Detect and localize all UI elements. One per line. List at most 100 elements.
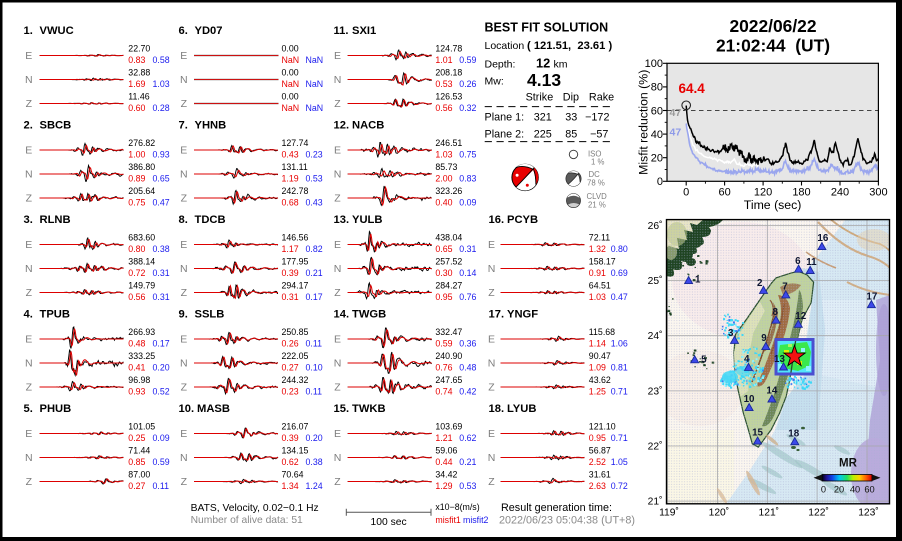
svg-text:0.40: 0.40 [435, 197, 452, 207]
svg-text:0.17: 0.17 [153, 338, 170, 348]
svg-text:294.17: 294.17 [282, 280, 309, 290]
svg-text:0.56: 0.56 [128, 292, 145, 302]
svg-text:0.71: 0.71 [611, 386, 628, 396]
svg-text:0.27: 0.27 [128, 481, 145, 491]
svg-text:1.29: 1.29 [435, 481, 452, 491]
svg-text:0.72: 0.72 [128, 268, 145, 278]
svg-text:20: 20 [834, 485, 844, 495]
svg-text:386.80: 386.80 [128, 162, 155, 172]
svg-text:333.25: 333.25 [128, 351, 155, 361]
svg-text:115.68: 115.68 [589, 327, 615, 337]
svg-text:Z: Z [26, 193, 33, 205]
svg-text:Plane 1:: Plane 1: [485, 111, 525, 123]
svg-text:177.95: 177.95 [282, 256, 309, 266]
svg-text:0.43: 0.43 [282, 149, 299, 159]
svg-text:0.68: 0.68 [282, 197, 299, 207]
svg-text:3.: 3. [24, 214, 33, 226]
svg-text:E: E [180, 239, 187, 251]
svg-text:0.39: 0.39 [282, 268, 299, 278]
svg-text:N: N [25, 358, 33, 370]
svg-text:15.: 15. [334, 403, 350, 415]
svg-text:123˚: 123˚ [858, 507, 879, 519]
svg-text:60: 60 [864, 485, 874, 495]
svg-text:1.06: 1.06 [611, 338, 628, 348]
svg-text:E: E [180, 145, 187, 157]
svg-text:124.78: 124.78 [435, 43, 462, 53]
svg-text:0.38: 0.38 [153, 244, 170, 254]
svg-text:0.10: 0.10 [306, 362, 323, 372]
svg-text:25˚: 25˚ [648, 275, 663, 287]
svg-text:1.17: 1.17 [282, 244, 299, 254]
svg-text:18.: 18. [489, 403, 505, 415]
svg-text:Z: Z [26, 476, 33, 488]
svg-text:20: 20 [651, 153, 663, 165]
svg-text:146.56: 146.56 [282, 232, 309, 242]
svg-text:0.41: 0.41 [128, 362, 145, 372]
svg-text:0.52: 0.52 [153, 386, 170, 396]
svg-text:E: E [334, 239, 341, 251]
svg-text:N: N [180, 74, 188, 86]
svg-text:276.82: 276.82 [128, 138, 155, 148]
svg-text:0.47: 0.47 [611, 292, 628, 302]
svg-text:388.14: 388.14 [128, 256, 155, 266]
svg-text:0.11: 0.11 [306, 386, 323, 396]
svg-text:10: 10 [744, 394, 755, 405]
svg-text:0.72: 0.72 [611, 481, 628, 491]
svg-text:33: 33 [565, 111, 577, 123]
svg-text:0.26: 0.26 [459, 79, 476, 89]
svg-text:6.: 6. [179, 25, 188, 37]
svg-text:TPUB: TPUB [40, 309, 70, 321]
svg-text:21:02:44 (UT): 21:02:44 (UT) [716, 36, 830, 56]
svg-text:7.: 7. [179, 120, 188, 132]
svg-text:4.13: 4.13 [527, 70, 561, 90]
svg-text:0.31: 0.31 [153, 268, 170, 278]
svg-text:PHUB: PHUB [40, 403, 72, 415]
svg-text:Z: Z [181, 98, 188, 110]
svg-text:Z: Z [334, 382, 341, 394]
svg-text:0: 0 [683, 186, 689, 198]
svg-text:0.58: 0.58 [153, 55, 170, 65]
svg-text:0.53: 0.53 [435, 79, 452, 89]
svg-text:E: E [25, 428, 32, 440]
svg-text:12: 12 [795, 311, 806, 322]
svg-text:121.10: 121.10 [589, 421, 616, 431]
svg-text:0.31: 0.31 [459, 244, 476, 254]
svg-text:0.30: 0.30 [435, 268, 452, 278]
svg-text:438.04: 438.04 [435, 232, 462, 242]
svg-text:Depth:: Depth: [485, 59, 516, 71]
svg-text:90.47: 90.47 [589, 351, 611, 361]
svg-text:Misfit reduction (%): Misfit reduction (%) [637, 70, 651, 175]
svg-text:0.20: 0.20 [153, 362, 170, 372]
svg-text:Z: Z [334, 98, 341, 110]
svg-text:0.20: 0.20 [306, 433, 323, 443]
svg-text:22.70: 22.70 [128, 43, 150, 53]
svg-text:246.51: 246.51 [435, 138, 462, 148]
svg-text:0.74: 0.74 [435, 386, 452, 396]
svg-text:Result generation time:: Result generation time: [501, 502, 612, 514]
svg-text:0.31: 0.31 [282, 292, 299, 302]
svg-text:40: 40 [850, 485, 860, 495]
svg-text:0.75: 0.75 [128, 197, 145, 207]
svg-text:1.09: 1.09 [589, 362, 606, 372]
svg-text:103.69: 103.69 [435, 421, 462, 431]
svg-text:E: E [334, 334, 341, 346]
svg-text:100: 100 [645, 58, 663, 70]
svg-text:0.83: 0.83 [128, 55, 145, 65]
svg-text:RLNB: RLNB [40, 214, 71, 226]
svg-text:0.69: 0.69 [611, 268, 628, 278]
svg-text:70.64: 70.64 [282, 469, 304, 479]
svg-text:Z: Z [488, 382, 495, 394]
svg-text:4.: 4. [24, 309, 33, 321]
svg-text:0.36: 0.36 [459, 338, 476, 348]
svg-text:N: N [488, 452, 496, 464]
svg-text:TDCB: TDCB [195, 214, 226, 226]
svg-text:0.14: 0.14 [459, 268, 476, 278]
svg-text:15: 15 [752, 428, 763, 439]
svg-text:E: E [180, 334, 187, 346]
svg-text:7: 7 [782, 282, 788, 293]
svg-text:1.34: 1.34 [282, 481, 299, 491]
svg-text:0.85: 0.85 [128, 457, 145, 467]
svg-text:0.65: 0.65 [153, 173, 170, 183]
svg-text:E: E [334, 50, 341, 62]
svg-text:21 %: 21 % [588, 201, 606, 210]
